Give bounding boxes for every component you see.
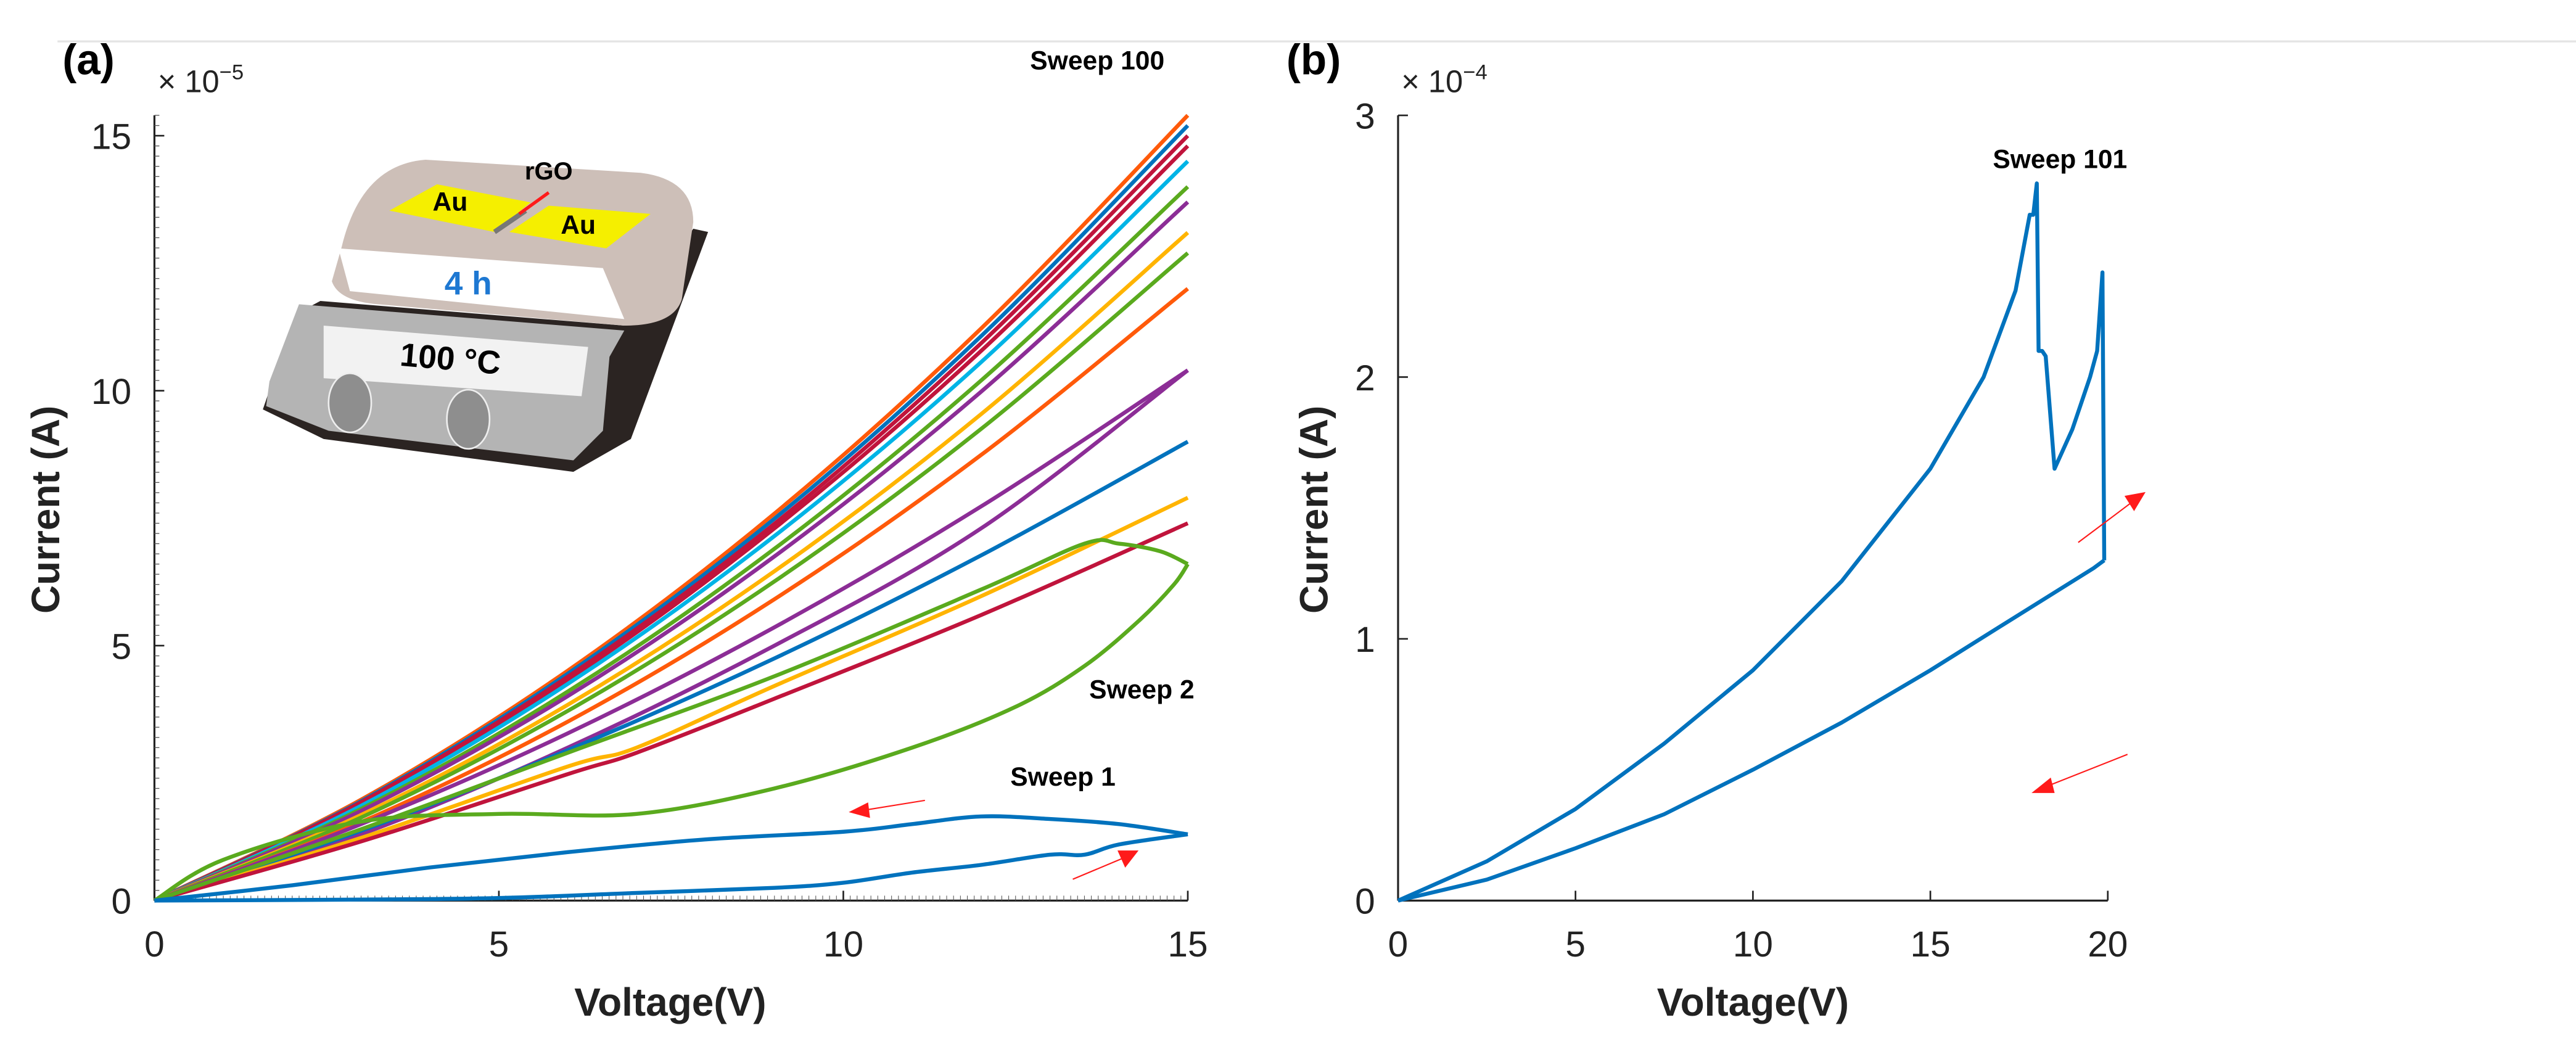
rgo-pointer-arrow (518, 191, 550, 216)
inset-label-au-left: Au (433, 187, 468, 217)
annotation-sweep-101: Sweep 101 (1993, 144, 2127, 174)
y-tick-label: 15 (91, 117, 131, 157)
hotplate-front-panel (338, 248, 625, 319)
panel-label: (b) (1286, 35, 1341, 83)
plot-area-a: 0 5 10 15 0 5 10 15 (91, 113, 1208, 964)
x-tick-label: 0 (144, 924, 165, 964)
annotation-sweep-2: Sweep 2 (1089, 675, 1195, 705)
series-line-14 (154, 496, 1189, 903)
series-line-7 (154, 200, 1190, 903)
series-line-1 (1397, 181, 2107, 903)
y-tick-label: 5 (112, 627, 132, 667)
knob-left (327, 372, 372, 434)
direction-arrows-a (849, 799, 1139, 880)
x-tick-label: 15 (1167, 924, 1208, 964)
forward-arrowhead-icon (2124, 491, 2146, 511)
y-axis-label: Current (A) (23, 406, 68, 614)
reverse-arrow-line (2048, 754, 2128, 786)
series-line-18 (154, 832, 1188, 903)
annotation-sweep-100: Sweep 100 (1030, 46, 1164, 75)
inset-hotplate-illustration: rGO Au Au 4 h 100 °C (263, 158, 709, 472)
y-tick-label: 1 (1355, 620, 1375, 660)
forward-arrow-line (1072, 857, 1124, 880)
x-axis-label: Voltage(V) (574, 980, 766, 1024)
y-exponent: −4 (1463, 60, 1487, 84)
y-exponent: −5 (220, 60, 244, 84)
annotation-sweep-1: Sweep 1 (1010, 762, 1116, 792)
y-tick-label: 3 (1355, 96, 1375, 136)
panel-label: (a) (62, 35, 115, 83)
series-line-12 (154, 368, 1189, 903)
reverse-arrow-line (864, 799, 925, 811)
y-tick-label: 0 (112, 882, 132, 922)
y-multiplier-base: × 10 (1401, 64, 1463, 99)
x-tick-label: 5 (489, 924, 509, 964)
reverse-arrowhead-icon (849, 802, 870, 818)
y-multiplier: × 10−5 (158, 60, 244, 99)
series-line-17 (154, 538, 1189, 903)
inset-label-rgo: rGO (525, 158, 573, 185)
inset-label-au-right: Au (561, 210, 596, 240)
direction-arrows-b (2031, 491, 2146, 793)
reverse-arrowhead-icon (2031, 777, 2055, 793)
x-tick-label: 10 (1733, 924, 1773, 964)
au-electrode-left (389, 184, 531, 232)
x-axis-label: Voltage(V) (1657, 980, 1849, 1024)
inset-label-temperature: 100 °C (398, 337, 502, 382)
y-tick-label: 2 (1355, 358, 1375, 398)
panel-b: (b) × 10−4 Current (A) Voltage(V) 0 5 10 15… (1286, 35, 2146, 1024)
inset-label-time: 4 h (445, 265, 492, 302)
x-tick-label: 10 (823, 924, 863, 964)
hotplate-display (323, 326, 588, 397)
series-line-9 (154, 251, 1190, 903)
series-line-16 (153, 562, 1190, 903)
y-multiplier-base: × 10 (158, 64, 220, 99)
y-multiplier: × 10−4 (1401, 60, 1487, 99)
series-line-11 (154, 368, 1189, 903)
x-tick-label: 5 (1565, 924, 1586, 964)
series-line-19 (154, 814, 1188, 903)
plot-area-b: 0 5 10 15 20 0 1 2 3 (1355, 96, 2128, 964)
forward-arrowhead-icon (1117, 850, 1139, 868)
knob-right (446, 389, 491, 450)
y-axis-label: Current (A) (1291, 406, 1336, 614)
series-line-5 (154, 160, 1190, 903)
x-tick-label: 0 (1388, 924, 1409, 964)
series-line-2 (1397, 559, 2105, 903)
panel-a: (a) × 10−5 Current (A) Voltage(V) rGO Au… (23, 35, 1208, 1024)
x-tick-label: 20 (2088, 924, 2128, 964)
y-tick-label: 10 (91, 372, 131, 412)
au-electrode-right (509, 205, 651, 249)
y-tick-label: 0 (1355, 882, 1375, 922)
forward-arrow-line (2078, 502, 2131, 543)
series-line-15 (154, 521, 1189, 903)
x-tick-label: 15 (1910, 924, 1950, 964)
